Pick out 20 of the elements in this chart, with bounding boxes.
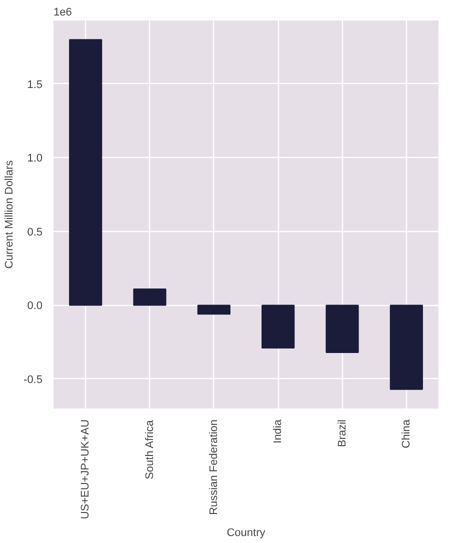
bar [133, 288, 166, 306]
text: 1e6 [54, 6, 72, 18]
x-tick-label: Russian Federation [208, 419, 220, 515]
y-axis-title: Current Million Dollars [4, 160, 16, 269]
x-tick-label: US+EU+JP+UK+AU [80, 419, 92, 520]
x-tick-label: Brazil [336, 419, 348, 448]
bar [326, 304, 359, 353]
y-tick-label: 0.5 [27, 226, 43, 238]
bar [69, 39, 102, 306]
x-axis-title: Country [226, 527, 266, 540]
y-tick-label: 0.0 [27, 300, 43, 312]
bar [262, 304, 295, 349]
x-tick-label: South Africa [144, 419, 156, 480]
y-tick-label: 1.5 [27, 78, 43, 91]
x-tick-label: China [400, 418, 412, 448]
bar [390, 304, 423, 390]
x-tick-label: India [272, 418, 284, 444]
bar [197, 304, 230, 315]
y-tick-label: 1.0 [27, 152, 43, 165]
y-tick-label: -0.5 [24, 374, 43, 386]
